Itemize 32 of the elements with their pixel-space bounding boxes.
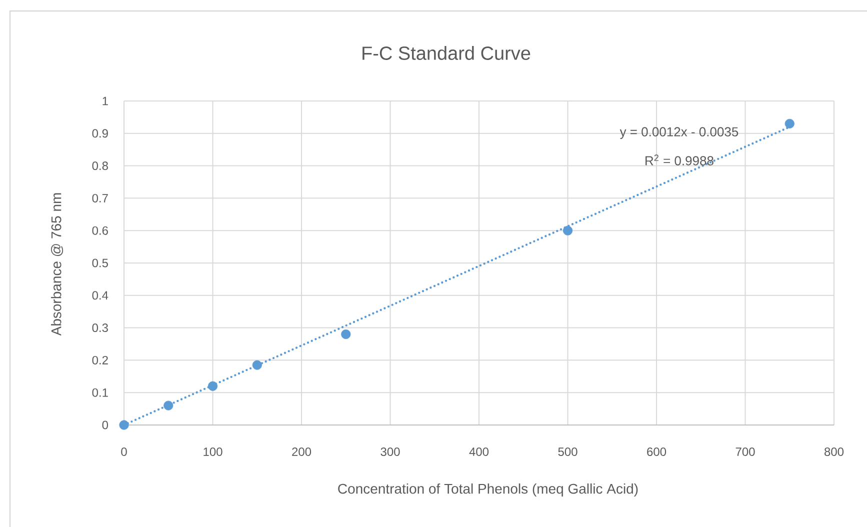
x-tick-label: 600 (647, 448, 666, 456)
y-tick-label: 0.6 (92, 226, 108, 235)
x-axis-title: Concentration of Total Phenols (meq Gallic Acid) (338, 483, 638, 497)
y-tick-label: 0.2 (92, 356, 108, 364)
y-tick-label: 0.4 (92, 291, 108, 300)
point (119, 420, 129, 430)
x-tick-label: 700 (736, 448, 755, 456)
point (208, 381, 218, 391)
y-axis-title: Absorbance @ 765 nm (50, 193, 64, 336)
x-tick-label: 200 (292, 448, 312, 456)
point (341, 329, 351, 340)
y-tick-label: 0.5 (92, 258, 108, 268)
annotation: y = 0.0012x - 0.0035 (620, 127, 738, 139)
y-tick-label: 0.7 (92, 194, 108, 202)
y-tick-label: 0.8 (92, 162, 108, 170)
x-tick-label: 500 (558, 448, 578, 456)
y-tick-label: 1 (102, 96, 108, 106)
x-tick-label: 400 (469, 448, 489, 456)
y-tick-label: 0 (102, 420, 108, 430)
x-tick-label: 800 (824, 448, 844, 456)
point (784, 118, 794, 128)
x-tick-label: 300 (380, 448, 400, 456)
y-tick-label: 0.3 (92, 324, 108, 332)
point (562, 226, 573, 236)
x-tick-label: 0 (121, 448, 127, 456)
x-tick-label: 100 (204, 448, 222, 456)
chart-title: F-C Standard Curve (362, 46, 530, 60)
annotation: R$^{2}$ = 0.9988 (646, 154, 714, 166)
point (164, 400, 174, 410)
y-tick-label: 0.9 (92, 129, 108, 138)
y-tick-label: 0.1 (92, 388, 108, 397)
point (252, 360, 262, 370)
